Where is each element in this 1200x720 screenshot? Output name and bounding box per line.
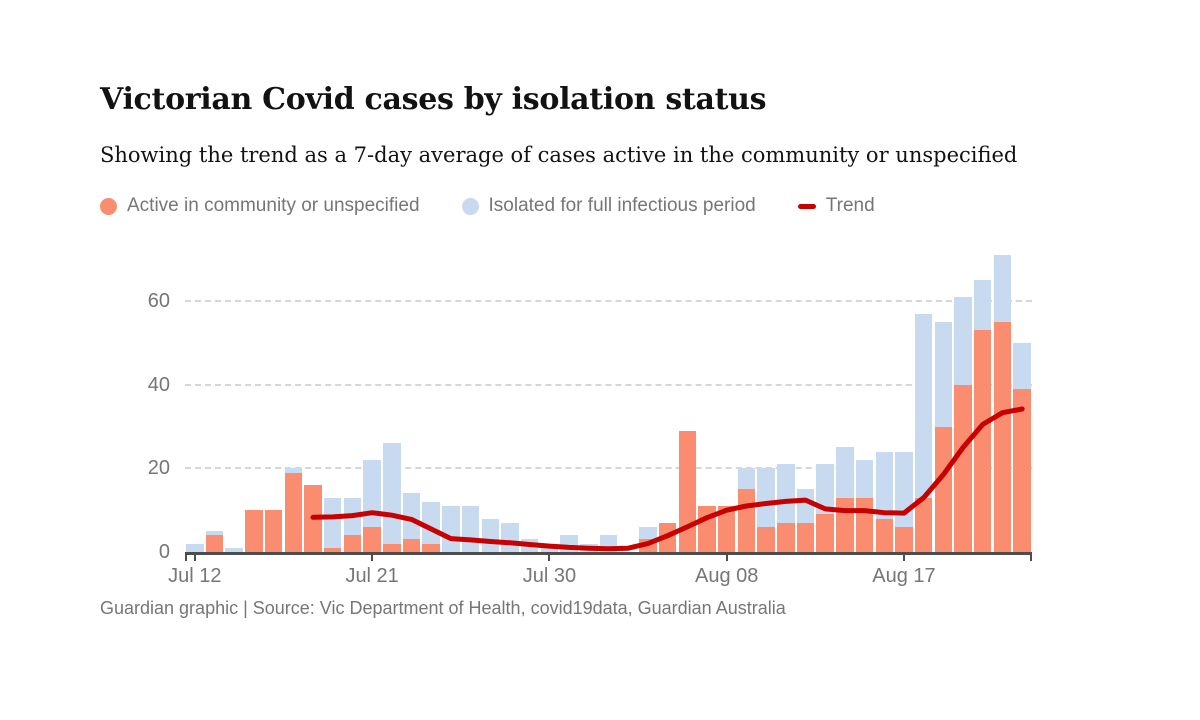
y-axis-label-40: 40 (147, 373, 170, 396)
y-axis-label-0: 0 (158, 541, 170, 563)
x-axis-edge-tick-start (185, 554, 187, 561)
grid-line-60 (185, 300, 1032, 303)
legend-label-isolated: Isolated for full infectious period (488, 195, 756, 216)
legend-label-trend: Trend (825, 195, 875, 216)
grid-line-20 (185, 467, 1032, 470)
x-axis-label: Aug 08 (694, 565, 759, 587)
grid-line-40 (185, 383, 1032, 386)
x-axis-label: Aug 17 (872, 565, 936, 587)
x-axis-label: Jul 30 (522, 565, 577, 587)
x-axis-tick (902, 554, 905, 561)
trend-line (310, 406, 1025, 552)
legend-trend-line-icon (797, 203, 816, 209)
plot-area (185, 240, 1032, 552)
x-axis-label: Jul 21 (345, 565, 399, 587)
x-axis-tick (193, 554, 196, 561)
x-axis-tick (371, 554, 374, 561)
legend-item-isolated: Isolated for full infectious period (461, 195, 756, 217)
chart-subtitle: Showing the trend as a 7-day average of … (100, 143, 1018, 167)
x-axis-label: Jul 12 (168, 565, 222, 587)
x-axis: Jul 12 Jul 21 Jul 30 Aug 08 Aug 17 (168, 552, 1032, 592)
x-axis-tick (548, 554, 551, 561)
x-axis-line (185, 552, 1032, 555)
legend: Active in community or unspecified Isola… (100, 195, 875, 217)
source-note: Guardian graphic | Source: Vic Departmen… (100, 598, 786, 618)
chart-title: Victorian Covid cases by isolation statu… (100, 82, 767, 117)
x-axis-tick (725, 554, 728, 561)
legend-dot-active-icon (100, 197, 117, 215)
y-axis-label-20: 20 (147, 457, 170, 480)
y-axis-label-60: 60 (147, 290, 170, 313)
x-axis-edge-tick-end (1030, 554, 1032, 561)
legend-item-trend: Trend (797, 195, 875, 217)
legend-dot-isolated-icon (461, 197, 479, 215)
legend-item-active: Active in community or unspecified (100, 195, 420, 217)
y-axis: 0 20 40 60 (80, 240, 170, 563)
trend-line-layer (310, 406, 1025, 552)
legend-label-active: Active in community or unspecified (127, 195, 420, 216)
